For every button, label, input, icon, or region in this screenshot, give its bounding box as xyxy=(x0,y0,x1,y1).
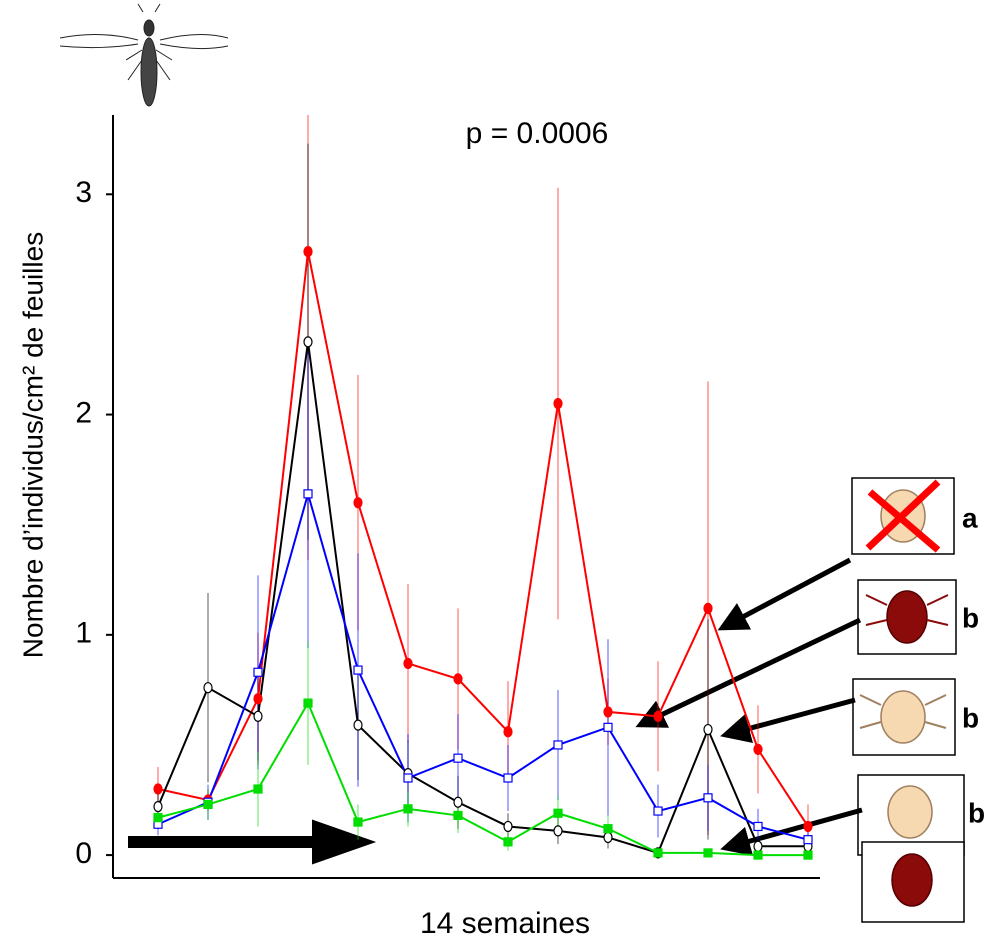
series-line xyxy=(157,251,809,828)
group-letter: a xyxy=(962,502,978,533)
y-tick-label: 3 xyxy=(75,176,92,209)
x-axis-label: 14 semaines xyxy=(420,907,590,940)
series-line xyxy=(157,341,808,855)
marker xyxy=(503,837,513,847)
marker xyxy=(653,848,663,858)
marker xyxy=(503,726,513,738)
marker xyxy=(453,796,463,808)
marker xyxy=(153,801,163,813)
marker xyxy=(603,824,613,834)
marker xyxy=(803,835,813,845)
marker xyxy=(453,753,463,763)
marker xyxy=(353,665,363,675)
marker xyxy=(753,850,763,860)
y-tick-label: 1 xyxy=(75,617,92,650)
marker xyxy=(803,850,813,860)
marker xyxy=(503,773,513,783)
marker xyxy=(303,245,313,258)
marker xyxy=(203,799,213,810)
marker xyxy=(553,397,563,410)
marker xyxy=(753,821,763,832)
group-letter: b xyxy=(968,797,985,828)
marker xyxy=(253,710,263,722)
plot-area xyxy=(153,115,813,860)
marker xyxy=(153,813,163,823)
marker xyxy=(803,820,813,833)
marker xyxy=(303,336,313,348)
marker xyxy=(703,723,713,736)
pointer-arrows xyxy=(635,557,863,856)
marker xyxy=(253,693,263,705)
group-letter: b xyxy=(962,602,979,633)
marker xyxy=(753,743,763,755)
marker xyxy=(753,840,763,852)
marker xyxy=(153,783,163,795)
marker xyxy=(403,804,413,814)
marker xyxy=(253,667,263,677)
marker xyxy=(553,825,563,837)
marker xyxy=(603,831,613,844)
group-letter: b xyxy=(962,702,979,733)
marker xyxy=(703,602,713,614)
marker xyxy=(203,682,213,694)
marker xyxy=(453,810,463,821)
marker xyxy=(603,722,613,732)
y-tick-label: 2 xyxy=(75,396,92,429)
y-tick-label: 0 xyxy=(75,837,92,870)
marker xyxy=(303,698,313,708)
marker xyxy=(653,806,663,816)
marker xyxy=(653,710,663,722)
marker xyxy=(403,657,413,670)
marker xyxy=(303,489,313,499)
time-arrow xyxy=(128,819,377,865)
marker xyxy=(253,784,263,794)
marker xyxy=(603,706,613,718)
marker xyxy=(353,497,363,509)
marker xyxy=(353,817,363,827)
legend xyxy=(851,477,965,923)
marker xyxy=(703,848,713,858)
marker xyxy=(353,719,363,731)
series-line xyxy=(157,490,809,841)
marker xyxy=(503,820,513,833)
marker xyxy=(453,673,463,685)
thrips-icon xyxy=(59,3,229,107)
marker xyxy=(553,808,563,818)
p-value: p = 0.0006 xyxy=(466,117,609,150)
series-line xyxy=(157,700,808,857)
marker xyxy=(553,740,563,750)
marker xyxy=(403,773,413,783)
y-axis-label: Nombre d’individus/cm² de feuilles xyxy=(17,232,48,658)
marker xyxy=(703,793,713,803)
